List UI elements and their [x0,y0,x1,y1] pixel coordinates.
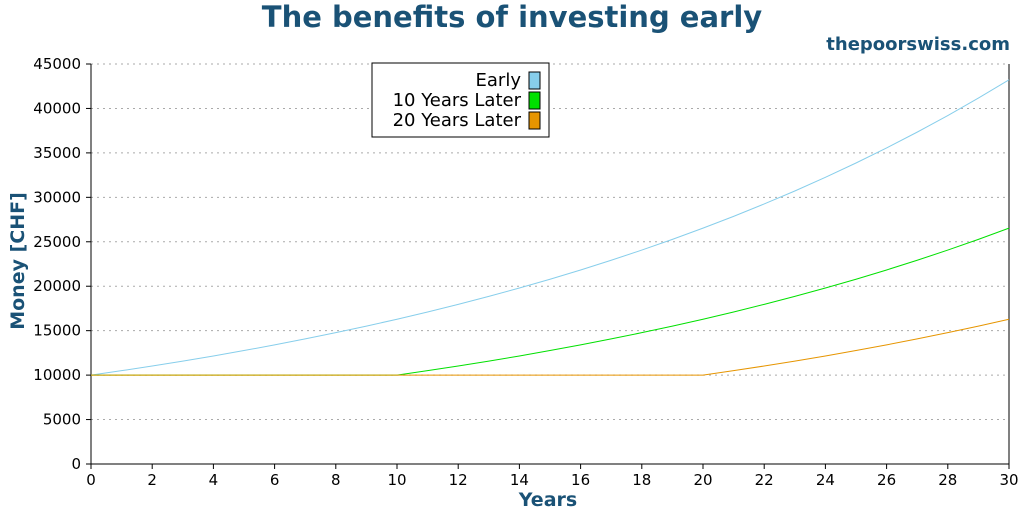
x-tick-label: 14 [510,471,529,489]
legend-swatch [528,91,541,110]
y-tick-label: 20000 [33,277,81,295]
x-axis-ticks: 0 2 4 6 8 10 12 14 16 18 20 22 24 26 28 30 [86,464,1019,489]
y-axis-title: Money [CHF] [7,192,29,330]
x-tick-label: 12 [449,471,468,489]
x-tick-label: 8 [331,471,341,489]
x-tick-label: 20 [693,471,712,489]
y-tick-label: 35000 [33,144,81,162]
series-line-3 [91,318,1010,376]
chart-title: The benefits of investing early [261,0,763,34]
x-tick-label: 4 [209,471,219,489]
x-tick-label: 26 [877,471,896,489]
x-tick-label: 30 [999,471,1018,489]
x-tick-label: 0 [86,471,96,489]
x-tick-label: 22 [755,471,774,489]
x-tick-label: 6 [270,471,280,489]
y-tick-label: 40000 [33,99,81,117]
y-tick-label: 5000 [43,411,81,429]
x-tick-label: 28 [938,471,957,489]
y-tick-label: 25000 [33,233,81,251]
legend-box [371,62,550,138]
y-tick-label: 45000 [33,55,81,73]
axes [90,64,1010,465]
y-tick-label: 10000 [33,366,81,384]
x-tick-label: 24 [816,471,835,489]
legend-label: Early [476,70,522,91]
y-tick-label: 15000 [33,322,81,340]
legend-label: 20 Years Later [393,110,522,131]
y-tick-label: 30000 [33,188,81,206]
x-tick-label: 2 [147,471,157,489]
legend-label: 10 Years Later [393,90,522,111]
source-label: thepoorswiss.com [826,34,1010,55]
legend-swatch [528,71,541,90]
series-line-1 [90,79,1010,376]
series-lines [90,79,1010,376]
y-axis-ticks: 0 5000 10000 15000 20000 25000 30000 35000 40000… [33,55,91,473]
x-tick-label: 16 [571,471,590,489]
x-axis-title: Years [518,489,577,511]
x-tick-label: 10 [387,471,406,489]
legend-swatch [528,111,541,130]
grid-lines [91,63,1009,421]
x-tick-label: 18 [632,471,651,489]
y-tick-label: 0 [71,455,81,473]
